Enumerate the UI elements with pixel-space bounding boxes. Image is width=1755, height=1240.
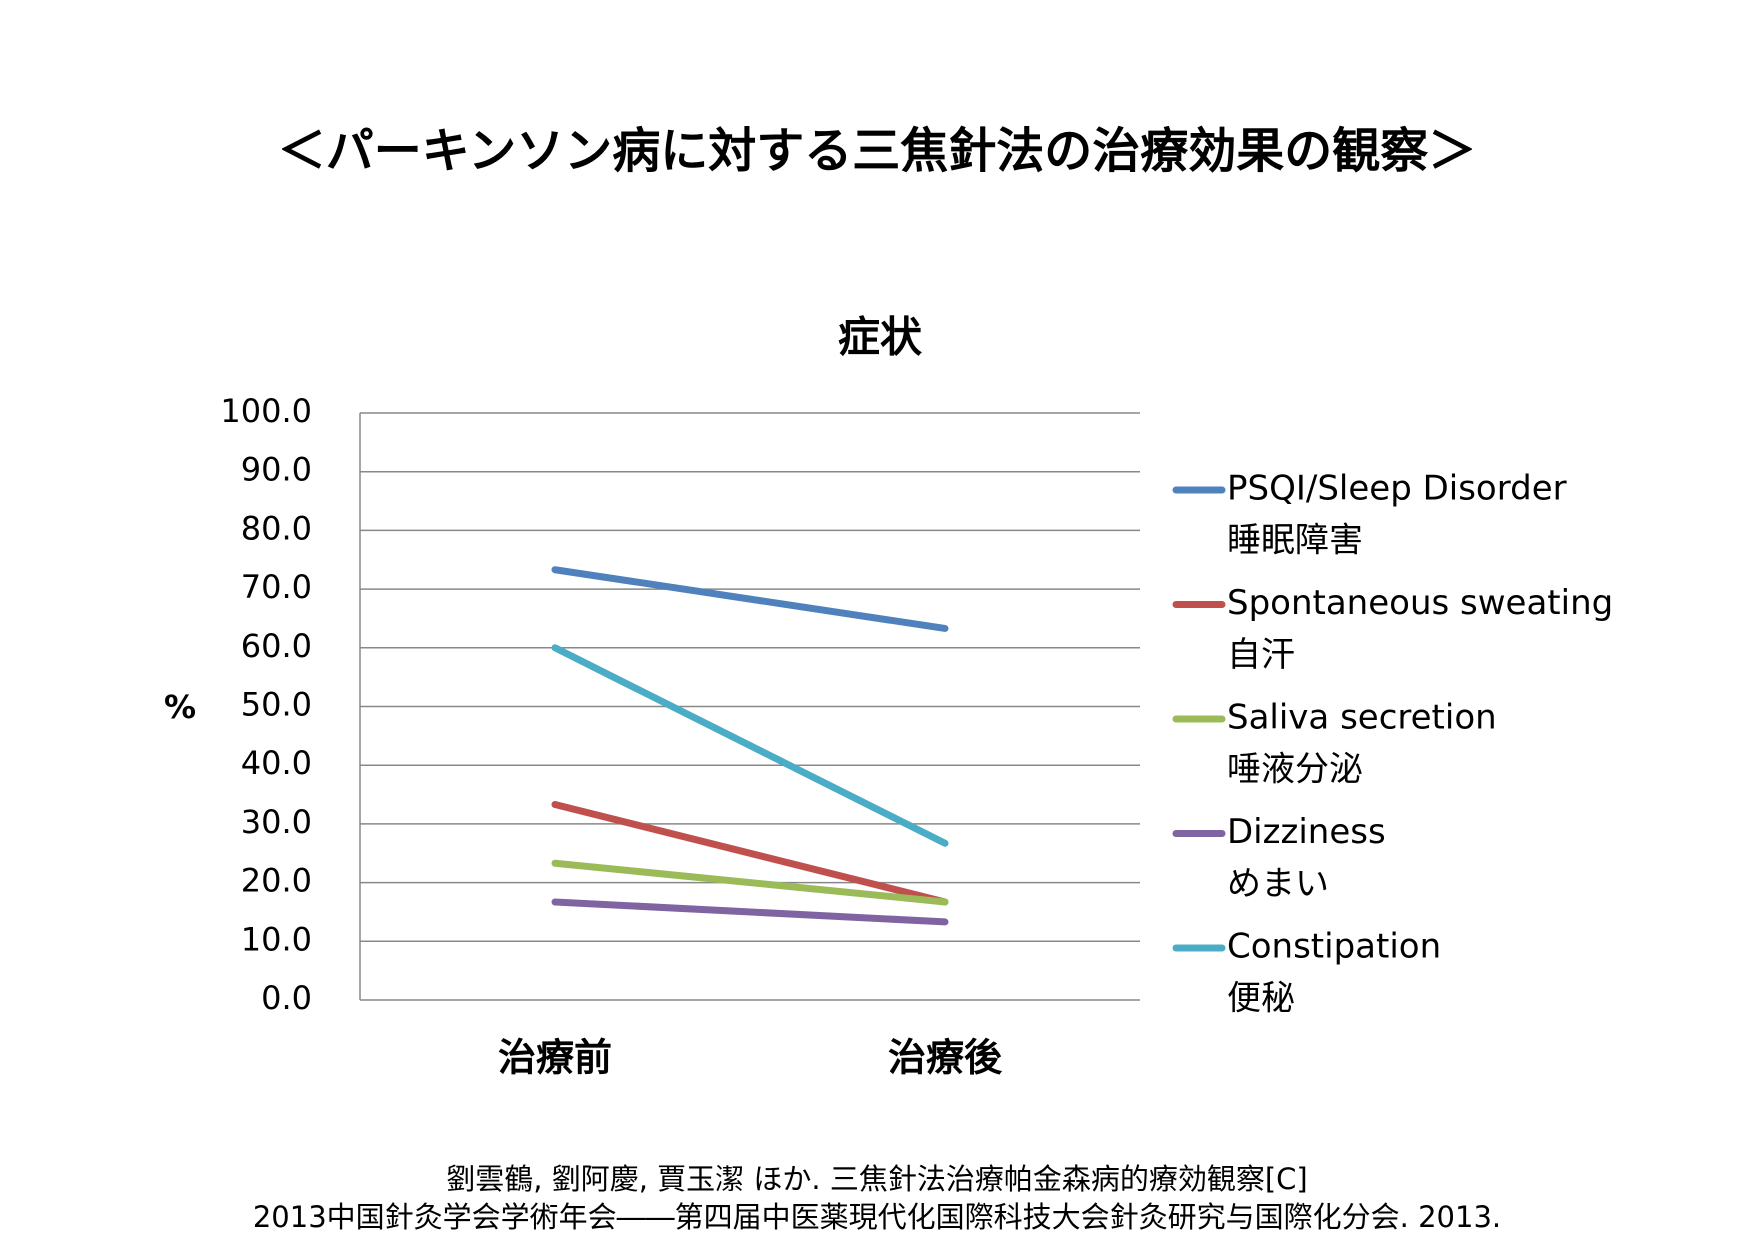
y-tick-label: 90.0 (241, 451, 312, 489)
y-axis-label: % (164, 688, 196, 726)
citation: 劉雲鶴, 劉阿慶, 賈玉潔 ほか. 三焦針法治療帕金森病的療効観察[C] (446, 1162, 1307, 1196)
data-line (551, 566, 949, 632)
y-tick-label: 10.0 (241, 920, 312, 958)
y-tick-label: 0.0 (261, 979, 312, 1017)
y-tick-label: 60.0 (241, 627, 312, 665)
y-tick-label: 80.0 (241, 509, 312, 547)
data-line (551, 801, 949, 906)
legend-label: Saliva secretion (1227, 698, 1497, 738)
data-line (551, 859, 949, 906)
legend-label: 便秘 (1227, 979, 1295, 1019)
page-title: ＜パーキンソン病に対する三焦針法の治療効果の観察＞ (278, 123, 1477, 179)
data-line (551, 644, 949, 847)
legend-label: 睡眠障害 (1227, 521, 1363, 561)
legend-label: 唾液分泌 (1227, 750, 1363, 790)
legend-label: めまい (1227, 864, 1329, 904)
legend-label: 自汗 (1227, 635, 1295, 675)
y-tick-label: 30.0 (241, 803, 312, 841)
y-tick-label: 20.0 (241, 862, 312, 900)
y-tick-label: 70.0 (241, 568, 312, 606)
y-tick-label: 40.0 (241, 744, 312, 782)
legend-label: Constipation (1227, 927, 1441, 967)
data-line (551, 898, 949, 926)
x-tick-label: 治療前 (498, 1036, 612, 1080)
citation: 2013中国針灸学会学術年会――第四届中医薬現代化国際科技大会針灸研究与国際化分… (253, 1200, 1501, 1234)
y-tick-label: 100.0 (220, 392, 312, 430)
y-tick-label: 50.0 (241, 686, 312, 724)
legend-label: Spontaneous sweating (1227, 583, 1613, 623)
chart-title: 症状 (838, 313, 923, 362)
x-tick-label: 治療後 (888, 1036, 1003, 1080)
legend-label: Dizziness (1227, 812, 1386, 852)
legend-label: PSQI/Sleep Disorder (1227, 469, 1567, 509)
